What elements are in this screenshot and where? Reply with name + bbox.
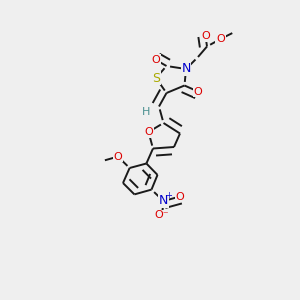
Text: +: + [166, 191, 172, 200]
Text: O: O [201, 31, 210, 41]
Text: O: O [113, 152, 122, 162]
Text: O⁻: O⁻ [155, 210, 169, 220]
Text: O: O [152, 55, 160, 65]
Text: O: O [194, 86, 202, 97]
Text: H: H [142, 106, 151, 117]
Text: O: O [216, 34, 225, 44]
Text: O: O [144, 127, 153, 137]
Text: N: N [159, 194, 168, 208]
Text: S: S [152, 71, 160, 85]
Text: N: N [181, 62, 191, 76]
Text: O: O [176, 191, 184, 202]
